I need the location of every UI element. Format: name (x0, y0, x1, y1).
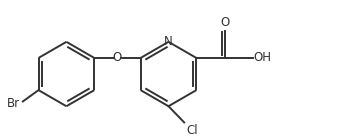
Text: N: N (164, 35, 173, 48)
Text: O: O (221, 16, 230, 29)
Text: Cl: Cl (186, 124, 198, 137)
Text: OH: OH (254, 51, 272, 64)
Text: Br: Br (7, 97, 20, 110)
Text: O: O (113, 51, 122, 64)
